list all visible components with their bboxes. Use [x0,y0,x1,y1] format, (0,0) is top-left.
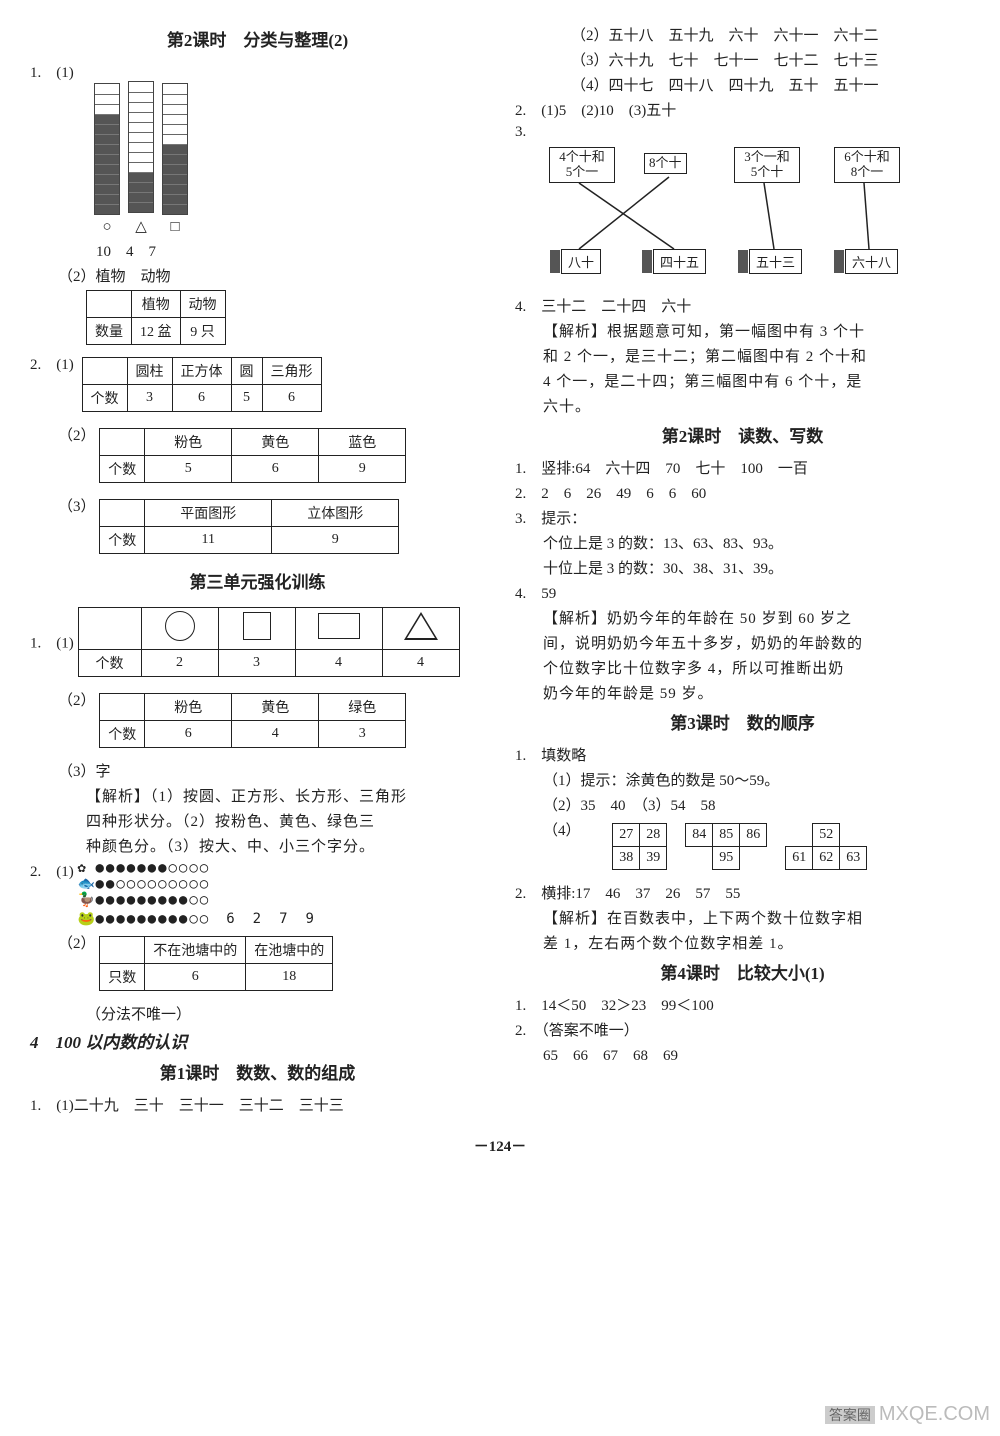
lesson-title: 第2课时 分类与整理(2) [30,26,485,51]
r4e: 六十。 [515,395,970,416]
color-table-2: 粉色 黄色 绿色 个数 6 4 3 [99,693,406,748]
matching-diagram: 4个十和5个一 8个十 3个一和5个十 6个十和8个一 八十 四十五 五十三 六… [549,147,929,287]
lesson42-title: 第2课时 读数、写数 [515,422,970,447]
square-icon [243,612,271,640]
l44-1: 1. 14＜50 32＞23 99＜100 [515,994,970,1015]
chapter4-title: 4 100 以内数的认识 [30,1028,485,1053]
lesson44-title: 第4课时 比较大小(1) [515,959,970,984]
q1b: （2）植物 动物 [30,265,485,286]
l43-2e: 差 1，左右两个数个位数字相差 1。 [515,932,970,953]
l43-1c: （4） 2728 3839 848586 95 52 616263 [515,819,970,878]
l42-4: 4. 59 [515,582,970,603]
u3-q2-2: （2） 不在池塘中的 在池塘中的 只数 6 18 [30,932,485,999]
l44-2: 2. （答案不唯一） [515,1019,970,1040]
r2: 2. (1)5 (2)10 (3)五十 [515,99,970,120]
l42-2: 2. 2 6 26 49 6 6 60 [515,482,970,503]
q1-label: 1. (1) [30,61,485,82]
bar-chart: ○△□ [94,86,485,236]
l43-2: 2. 横排:17 46 37 26 57 55 [515,882,970,903]
l42-4e: 奶今年的年龄是 59 岁。 [515,682,970,703]
r4e: 和 2 个一，是三十二；第二幅图中有 2 个十和 [515,345,970,366]
grid-3: 52 616263 [785,823,867,870]
u3-q1-3: （3）字 [30,760,485,781]
r4e: 4 个一，是二十四；第三幅图中有 6 个十，是 [515,370,970,391]
q2-1: 2. (1) 圆柱 正方体 圆 三角形 个数 3 6 5 6 [30,353,485,420]
l43-1h: 1. 填数略 [515,744,970,765]
u3-exp: 种颜色分。（3）按大、中、小三个字分。 [30,835,485,856]
l42-3a: 个位上是 3 的数：13、63、83、93。 [515,532,970,553]
l42-4e: 间，说明奶奶今年五十多岁，奶奶的年龄数的 [515,632,970,653]
r1c: （4）四十七 四十八 四十九 五十 五十一 [515,74,970,95]
u3-q1-2: （2） 粉色 黄色 绿色 个数 6 4 3 [30,689,485,756]
shape-count-table: 圆柱 正方体 圆 三角形 个数 3 6 5 6 [82,357,322,412]
shape-header-table: 个数 2 3 4 4 [78,607,460,677]
u3-note: （分法不唯一） [30,1003,485,1024]
color-table-1: 粉色 黄色 蓝色 个数 5 6 9 [99,428,406,483]
u3-q2-1: 2. (1) ✿●●●●●●●○○○○ 🐟●●○○○○○○○○○ 🦆●●●●●●… [30,860,485,928]
l42-3b: 十位上是 3 的数：30、38、31、39。 [515,557,970,578]
u3-exp: 【解析】（1）按圆、正方形、长方形、三角形 [30,785,485,806]
r4e: 【解析】根据题意可知，第一幅图中有 3 个十 [515,320,970,341]
lesson43-title: 第3课时 数的顺序 [515,709,970,734]
q2-3: （3） 平面图形 立体图形 个数 11 9 [30,495,485,562]
r1a: （2）五十八 五十九 六十 六十一 六十二 [515,24,970,45]
l42-3h: 3. 提示： [515,507,970,528]
u3-q1-1: 1. (1) 个数 2 3 4 4 [30,603,485,685]
rect-icon [318,613,360,639]
l43-1b: （2）35 40 （3）54 58 [515,794,970,815]
lesson41-title: 第1课时 数数、数的组成 [30,1059,485,1084]
grid-2: 848586 95 [685,823,767,870]
l42-4e: 个位数字比十位数字多 4，所以可推断出奶 [515,657,970,678]
triangle-icon [404,612,438,640]
geom-table: 平面图形 立体图形 个数 11 9 [99,499,399,554]
q2-2: （2） 粉色 黄色 蓝色 个数 5 6 9 [30,424,485,491]
page-number: －124－ [0,1129,1000,1174]
circle-icon [165,611,195,641]
r3-label: 3. [515,124,970,141]
l43-1a: （1）提示：涂黄色的数是 50～59。 [515,769,970,790]
l43-2e: 【解析】在百数表中，上下两个数十位数字相 [515,907,970,928]
q41: 1. (1)二十九 三十 三十一 三十二 三十三 [30,1094,485,1115]
watermark: 答案圈MXQE.COM [825,1403,990,1426]
r1b: （3）六十九 七十 七十一 七十二 七十三 [515,49,970,70]
r4: 4. 三十二 二十四 六十 [515,295,970,316]
l44-2a: 65 66 67 68 69 [515,1044,970,1065]
bar-counts: 10 4 7 [96,240,485,261]
u3-exp: 四种形状分。（2）按粉色、黄色、绿色三 [30,810,485,831]
grid-1: 2728 3839 [612,823,667,870]
unit3-title: 第三单元强化训练 [30,568,485,593]
pond-table: 不在池塘中的 在池塘中的 只数 6 18 [99,936,333,991]
plant-table: 植物 动物 数量 12 盆 9 只 [86,290,226,345]
l42-4e: 【解析】奶奶今年的年龄在 50 岁到 60 岁之 [515,607,970,628]
l42-1: 1. 竖排:64 六十四 70 七十 100 一百 [515,457,970,478]
